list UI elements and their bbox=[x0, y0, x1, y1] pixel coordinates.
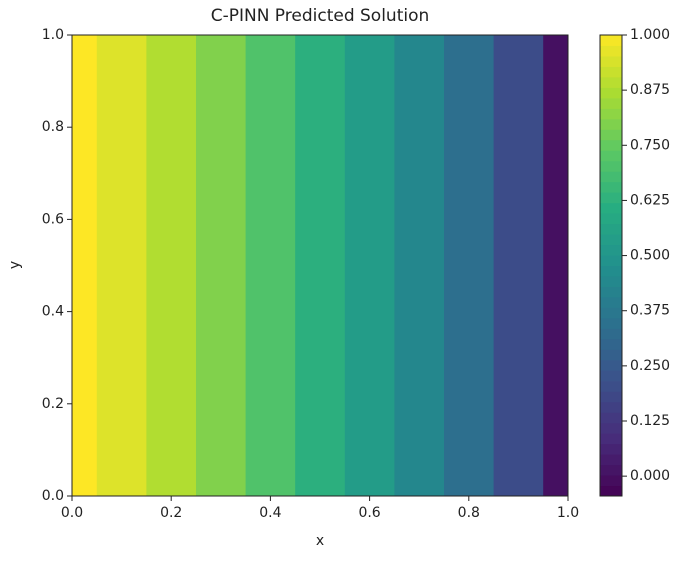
colorbar-frame bbox=[599, 34, 623, 497]
x-tick-label: 0.2 bbox=[160, 505, 182, 521]
colorbar-step bbox=[600, 349, 622, 361]
colorbar-step bbox=[600, 139, 622, 151]
x-axis-label: x bbox=[316, 533, 324, 549]
contour-band bbox=[245, 35, 296, 496]
colorbar-tick-label: 0.500 bbox=[630, 248, 670, 264]
colorbar-step bbox=[600, 443, 622, 455]
colorbar-step bbox=[600, 129, 622, 141]
colorbar-tick-label: 0.750 bbox=[630, 137, 670, 153]
colorbar-step bbox=[600, 412, 622, 424]
colorbar-step bbox=[600, 275, 622, 287]
colorbar-step bbox=[600, 391, 622, 403]
contour-band bbox=[493, 35, 544, 496]
y-tick-label: 1.0 bbox=[42, 27, 64, 43]
contour-band bbox=[96, 35, 147, 496]
colorbar-step bbox=[600, 192, 622, 204]
colorbar-tick-label: 0.625 bbox=[630, 192, 670, 208]
y-tick-label: 0.4 bbox=[42, 304, 64, 320]
colorbar-tick-label: 0.125 bbox=[630, 413, 670, 429]
colorbar-step bbox=[600, 66, 622, 78]
colorbar-step bbox=[600, 223, 622, 235]
colorbar-step bbox=[600, 55, 622, 67]
colorbar-step bbox=[600, 464, 622, 476]
colorbar-step bbox=[600, 244, 622, 256]
colorbar-step bbox=[600, 213, 622, 225]
colorbar-step bbox=[600, 255, 622, 266]
colorbar-step bbox=[600, 45, 622, 57]
chart-title: C-PINN Predicted Solution bbox=[211, 6, 430, 26]
colorbar-step bbox=[600, 359, 622, 371]
colorbar-step bbox=[600, 87, 622, 99]
y-axis-label: y bbox=[7, 261, 23, 269]
plot-frame bbox=[71, 34, 569, 497]
colorbar-step bbox=[600, 328, 622, 340]
colorbar-step bbox=[600, 475, 622, 487]
y-tick-label: 0.2 bbox=[42, 396, 64, 412]
colorbar-step bbox=[600, 401, 622, 413]
x-tick-label: 0.4 bbox=[259, 505, 281, 521]
colorbar-step bbox=[600, 422, 622, 434]
colorbar-step bbox=[600, 265, 622, 277]
colorbar-step bbox=[600, 296, 622, 308]
x-tick-label: 0.0 bbox=[61, 505, 83, 521]
x-tick-label: 1.0 bbox=[557, 505, 579, 521]
colorbar-step bbox=[600, 150, 622, 162]
contour-band bbox=[196, 35, 247, 496]
colorbar-step bbox=[600, 181, 622, 193]
colorbar-tick-label: 0.250 bbox=[630, 358, 670, 374]
x-tick-label: 0.8 bbox=[458, 505, 480, 521]
colorbar-step bbox=[600, 76, 622, 88]
x-tick-label: 0.6 bbox=[358, 505, 380, 521]
contour-band bbox=[394, 35, 445, 496]
colorbar-step bbox=[600, 234, 622, 246]
y-tick-label: 0.6 bbox=[42, 211, 64, 227]
contour-band bbox=[146, 35, 197, 496]
colorbar-tick-label: 0.375 bbox=[630, 303, 670, 319]
colorbar-step bbox=[600, 171, 622, 183]
colorbar-step bbox=[600, 454, 622, 466]
colorbar-tick-label: 1.000 bbox=[630, 27, 670, 43]
colorbar-step bbox=[600, 370, 622, 382]
colorbar-step bbox=[600, 202, 622, 214]
colorbar-step bbox=[600, 118, 622, 130]
colorbar-step bbox=[600, 433, 622, 445]
colorbar-step bbox=[600, 307, 622, 319]
colorbar-step bbox=[600, 317, 622, 329]
contour-band bbox=[72, 35, 98, 496]
contour-band bbox=[344, 35, 395, 496]
contour-band bbox=[543, 35, 569, 496]
colorbar-step bbox=[600, 338, 622, 350]
colorbar-step bbox=[600, 108, 622, 120]
colorbar-step bbox=[600, 380, 622, 392]
contour-band bbox=[295, 35, 346, 496]
colorbar-step bbox=[600, 97, 622, 109]
colorbar-step bbox=[600, 160, 622, 172]
y-tick-label: 0.8 bbox=[42, 119, 64, 135]
colorbar-tick-label: 0.875 bbox=[630, 82, 670, 98]
colorbar-step bbox=[600, 35, 622, 46]
colorbar-tick-label: 0.000 bbox=[630, 468, 670, 484]
contour-band bbox=[444, 35, 495, 496]
colorbar-step bbox=[600, 286, 622, 298]
y-tick-label: 0.0 bbox=[42, 488, 64, 504]
colorbar-step bbox=[600, 485, 622, 497]
